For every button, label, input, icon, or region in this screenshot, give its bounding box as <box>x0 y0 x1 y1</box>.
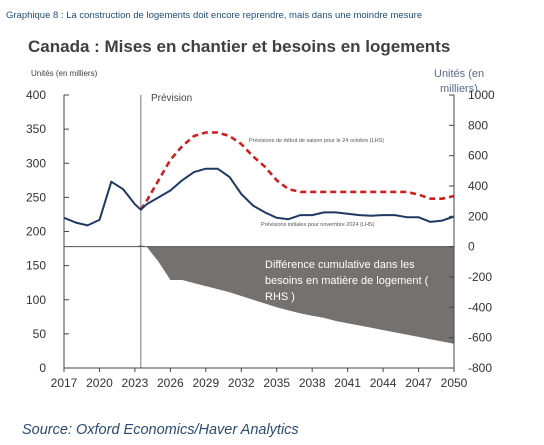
y-right-tick-label: -400 <box>468 300 492 314</box>
y-right-tick-label: 400 <box>468 179 488 193</box>
y-left-tick-label: 350 <box>26 122 46 136</box>
y-left-tick-label: 250 <box>26 190 46 204</box>
x-tick-label: 2047 <box>405 376 432 390</box>
x-tick-label: 2026 <box>157 376 184 390</box>
dashed-series-label: Prévisions de début de saison pour le 24… <box>249 138 384 144</box>
area-label-line-3: RHS ) <box>265 291 295 303</box>
x-tick-label: 2029 <box>192 376 219 390</box>
chart-title: Canada : Mises en chantier et besoins en… <box>28 37 450 56</box>
x-tick-label: 2044 <box>370 376 397 390</box>
y-right-tick-label: -800 <box>468 361 492 375</box>
y-right-axis-label-line-1: Unités (en <box>434 68 484 80</box>
x-tick-label: 2038 <box>299 376 326 390</box>
series-line-dashed <box>139 131 455 211</box>
y-right-tick-label: -600 <box>468 331 492 345</box>
y-left-tick-label: 300 <box>26 156 46 170</box>
y-left-tick-label: 400 <box>26 88 46 102</box>
series-line-solid <box>63 167 455 227</box>
y-right-tick-label: -200 <box>468 270 492 284</box>
solid-series-label: Prévisions initiales pour novembre 2024 … <box>261 222 375 228</box>
area-label-line-2: besoins en matière de logement ( <box>265 275 429 287</box>
y-right-tick-label: 200 <box>468 209 488 223</box>
chart-overline: Graphique 8 : La construction de logemen… <box>6 10 422 21</box>
x-tick-label: 2020 <box>86 376 113 390</box>
x-tick-label: 2017 <box>51 376 78 390</box>
y-left-axis-label: Unités (en milliers) <box>31 69 98 78</box>
x-tick-label: 2050 <box>441 376 468 390</box>
x-tick-label: 2023 <box>122 376 149 390</box>
y-left-tick-label: 50 <box>33 327 47 341</box>
y-left-tick-label: 150 <box>26 259 46 273</box>
x-tick-label: 2032 <box>228 376 255 390</box>
y-right-tick-label: 800 <box>468 118 488 132</box>
x-tick-label: 2041 <box>334 376 361 390</box>
y-left-tick-label: 200 <box>26 225 46 239</box>
x-tick-label: 2035 <box>263 376 290 390</box>
y-right-tick-label: 0 <box>468 240 475 254</box>
source-note: Source: Oxford Economics/Haver Analytics <box>22 422 299 438</box>
plot-area: 0 50 100 150 200 250 300 350 400 -800 -600 -400 -200… <box>26 88 495 390</box>
area-label-line-1: Différence cumulative dans les <box>265 259 415 271</box>
y-right-tick-label: 1000 <box>468 88 495 102</box>
forecast-label: Prévision <box>151 93 192 104</box>
area-series-cumulative-difference <box>64 245 454 344</box>
y-right-tick-label: 600 <box>468 149 488 163</box>
y-right-axis-label-line-2: milliers) <box>440 83 478 95</box>
y-left-tick-label: 100 <box>26 293 46 307</box>
y-left-tick-label: 0 <box>39 361 46 375</box>
